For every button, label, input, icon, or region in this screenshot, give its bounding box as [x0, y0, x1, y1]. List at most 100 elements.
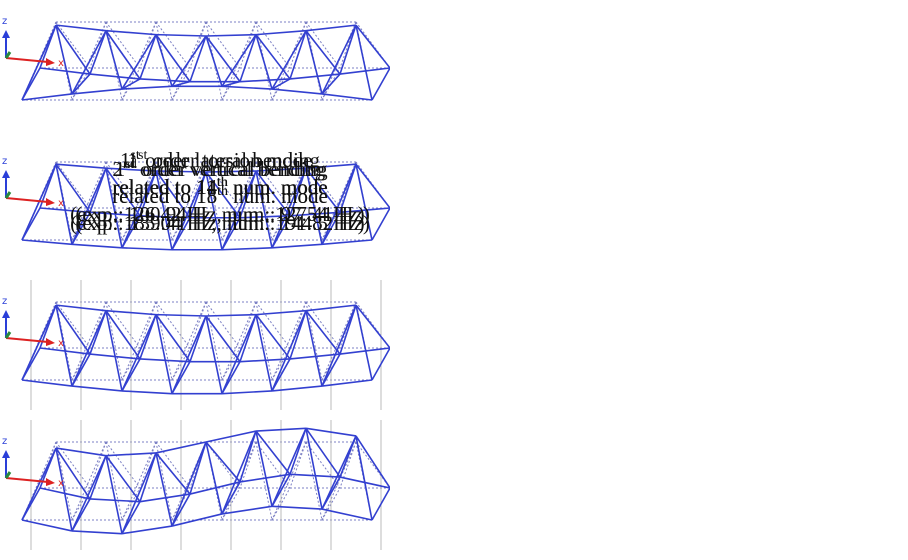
undeformed-member — [322, 442, 356, 520]
mode-label: order vertical bending — [142, 157, 327, 181]
truss-view: zx — [0, 0, 390, 135]
undeformed-member — [240, 302, 256, 348]
truss-view: zx — [0, 280, 390, 415]
deformed-member — [106, 31, 140, 79]
z-label: z — [2, 296, 7, 307]
undeformed-member — [106, 22, 140, 68]
deformed-member — [306, 25, 356, 31]
deformed-member — [22, 94, 72, 100]
deformed-member — [322, 305, 356, 386]
x-label: x — [58, 338, 64, 349]
deformed-member — [140, 79, 190, 82]
undeformed-member — [106, 442, 122, 520]
deformed-member — [190, 442, 206, 494]
caption-line: 2nd order vertical bending — [0, 156, 440, 183]
deformed-member — [290, 428, 306, 474]
undeformed-member — [156, 22, 190, 68]
z-arrow — [2, 30, 10, 38]
deformed-member — [190, 316, 206, 362]
deformed-member — [172, 514, 222, 526]
deformed-member — [206, 36, 240, 82]
order-suffix: nd — [123, 157, 137, 172]
deformed-member — [222, 391, 272, 394]
z-label: z — [2, 16, 7, 27]
x-label: x — [58, 58, 64, 69]
deformed-member — [272, 386, 322, 391]
deformed-member — [206, 315, 256, 316]
deformed-member — [56, 25, 106, 31]
deformed-member — [290, 311, 306, 359]
undeformed-member — [240, 22, 256, 68]
deformed-member — [140, 453, 156, 502]
undeformed-member — [206, 22, 240, 68]
deformed-member — [206, 36, 222, 86]
deformed-member — [172, 36, 206, 86]
deformed-member — [156, 35, 172, 87]
num-mode-number: 18 — [196, 184, 217, 208]
deformed-member — [340, 25, 356, 74]
deformed-member — [172, 442, 206, 526]
deformed-member — [240, 35, 256, 82]
deformed-member — [272, 428, 306, 506]
deformed-member — [156, 453, 172, 526]
deformed-member — [72, 89, 122, 94]
undeformed-member — [156, 442, 172, 520]
caption-line: (exp.: 185.04 Hz, num.: 191.82 Hz) — [0, 210, 440, 237]
deformed-member — [372, 68, 390, 100]
num-mode-suffix: th — [217, 184, 228, 199]
deformed-member — [222, 431, 256, 514]
deformed-member — [156, 35, 190, 82]
deformed-member — [322, 509, 372, 520]
related-suffix: num. mode — [233, 184, 328, 208]
deformed-member — [272, 89, 322, 94]
z-arrow — [2, 310, 10, 318]
deformed-member — [122, 526, 172, 534]
deformed-member — [72, 531, 122, 534]
deformed-member — [272, 244, 322, 247]
deformed-member — [322, 94, 372, 100]
deformed-member — [22, 240, 72, 244]
deformed-member — [190, 36, 206, 82]
x-arrow — [46, 478, 55, 486]
deformed-member — [122, 315, 156, 391]
x-axis — [6, 58, 48, 62]
deformed-member — [156, 35, 206, 36]
deformed-member — [222, 315, 256, 394]
deformed-member — [272, 311, 306, 391]
undeformed-member — [140, 302, 156, 348]
z-label: z — [2, 436, 7, 447]
deformed-member — [172, 316, 206, 394]
undeformed-member — [172, 302, 206, 380]
truss-view: zx — [0, 420, 390, 555]
undeformed-member — [156, 302, 172, 380]
deformed-member — [222, 506, 272, 514]
deformed-member — [72, 386, 122, 391]
frequencies: (exp.: 185.04 Hz, num.: 191.82 Hz) — [70, 211, 370, 235]
deformed-member — [240, 431, 256, 482]
deformed-member — [156, 315, 206, 316]
undeformed-member — [90, 442, 106, 488]
deformed-member — [322, 380, 372, 386]
deformed-member — [322, 240, 372, 244]
deformed-member — [72, 31, 106, 94]
deformed-member — [72, 244, 122, 247]
deformed-member — [106, 31, 122, 89]
deformed-member — [222, 35, 256, 87]
deformed-member — [256, 35, 290, 79]
undeformed-member — [290, 442, 306, 488]
deformed-member — [122, 391, 172, 394]
z-arrow — [2, 450, 10, 458]
x-arrow — [46, 58, 55, 66]
undeformed-member — [140, 442, 156, 488]
figure: zx1st order torsion moderelated to 11th … — [0, 0, 908, 507]
undeformed-member — [256, 22, 290, 68]
deformed-member — [22, 380, 72, 386]
deformed-member — [90, 456, 106, 499]
x-arrow — [46, 338, 55, 346]
related-prefix: related to — [112, 184, 191, 208]
undeformed-member — [72, 302, 106, 380]
